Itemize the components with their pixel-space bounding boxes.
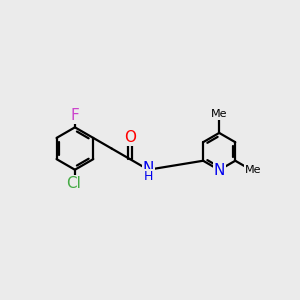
Text: Cl: Cl bbox=[66, 176, 81, 191]
Text: N: N bbox=[214, 163, 225, 178]
Text: H: H bbox=[144, 170, 153, 183]
Text: F: F bbox=[70, 108, 79, 123]
Text: Me: Me bbox=[211, 110, 227, 119]
Text: O: O bbox=[124, 130, 136, 146]
Text: Me: Me bbox=[244, 165, 261, 175]
Text: N: N bbox=[143, 161, 154, 176]
